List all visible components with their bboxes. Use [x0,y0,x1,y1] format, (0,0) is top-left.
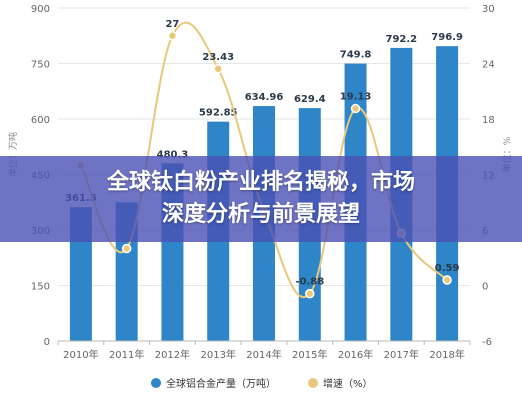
legend-bar-label: 全球铝合金产量（万吨） [166,377,276,390]
right-y-tick-label: 24 [482,60,495,71]
title-banner: 全球钛白粉产业排名揭秘，市场 深度分析与前景展望 [0,156,522,242]
x-tick-label: 2011年 [109,348,144,361]
legend: 全球铝合金产量（万吨） 增速（%） [151,377,373,390]
x-axis: 2010年 2011年 2012年 2013年 2014年 2015年 2016年 2017年… [57,340,471,361]
x-tick-label: 2010年 [63,348,98,361]
line-data-labels: 27 23.43 -0.88 19.13 0.59 [165,19,459,288]
left-y-tick-label: 600 [31,115,50,126]
right-y-tick-label: 30 [482,4,495,15]
line-data-label: 23.43 [202,52,234,63]
x-tick-label: 2012年 [155,348,190,361]
x-tick-label: 2016年 [338,348,373,361]
line-point [350,103,361,114]
line-data-label: -0.88 [295,277,324,288]
left-y-tick-label: 900 [31,4,50,15]
line-point [442,275,452,285]
x-tick-label: 2018年 [429,348,464,361]
right-y-tick-label: -6 [482,337,492,348]
x-tick-label: 2017年 [384,348,419,361]
right-y-tick-label: 18 [482,115,495,126]
line-point [213,64,223,74]
left-y-tick-label: 750 [31,60,50,71]
banner-title-line-2: 深度分析与前景展望 [161,202,360,227]
legend-line-marker [308,378,318,388]
left-y-tick-label: 150 [31,282,50,293]
banner-title-line-1: 全球钛白粉产业排名揭秘，市场 [106,170,415,195]
bar-data-label: 634.96 [245,92,284,103]
line-point [121,243,132,254]
line-point [167,31,178,41]
x-tick-label: 2015年 [292,348,327,361]
legend-line-label: 增速（%） [323,377,373,390]
bar-data-label: 792.2 [386,34,418,45]
bar-data-label: 592.85 [199,108,238,119]
bar-data-label: 480.3 [157,149,189,160]
x-tick-label: 2014年 [246,348,281,361]
left-y-tick-label: 0 [44,337,50,348]
bar-data-label: 796.9 [431,32,463,43]
line-data-label: 27 [165,19,179,30]
right-y-tick-label: 0 [482,282,488,293]
x-tick-label: 2013年 [200,348,235,361]
bar-data-label: 629.4 [294,94,326,105]
line-point [305,288,315,299]
legend-bar-marker [151,378,161,388]
line-data-label: 0.59 [435,263,460,274]
line-data-label: 19.13 [340,92,372,103]
bar-data-label: 749.8 [340,50,372,61]
